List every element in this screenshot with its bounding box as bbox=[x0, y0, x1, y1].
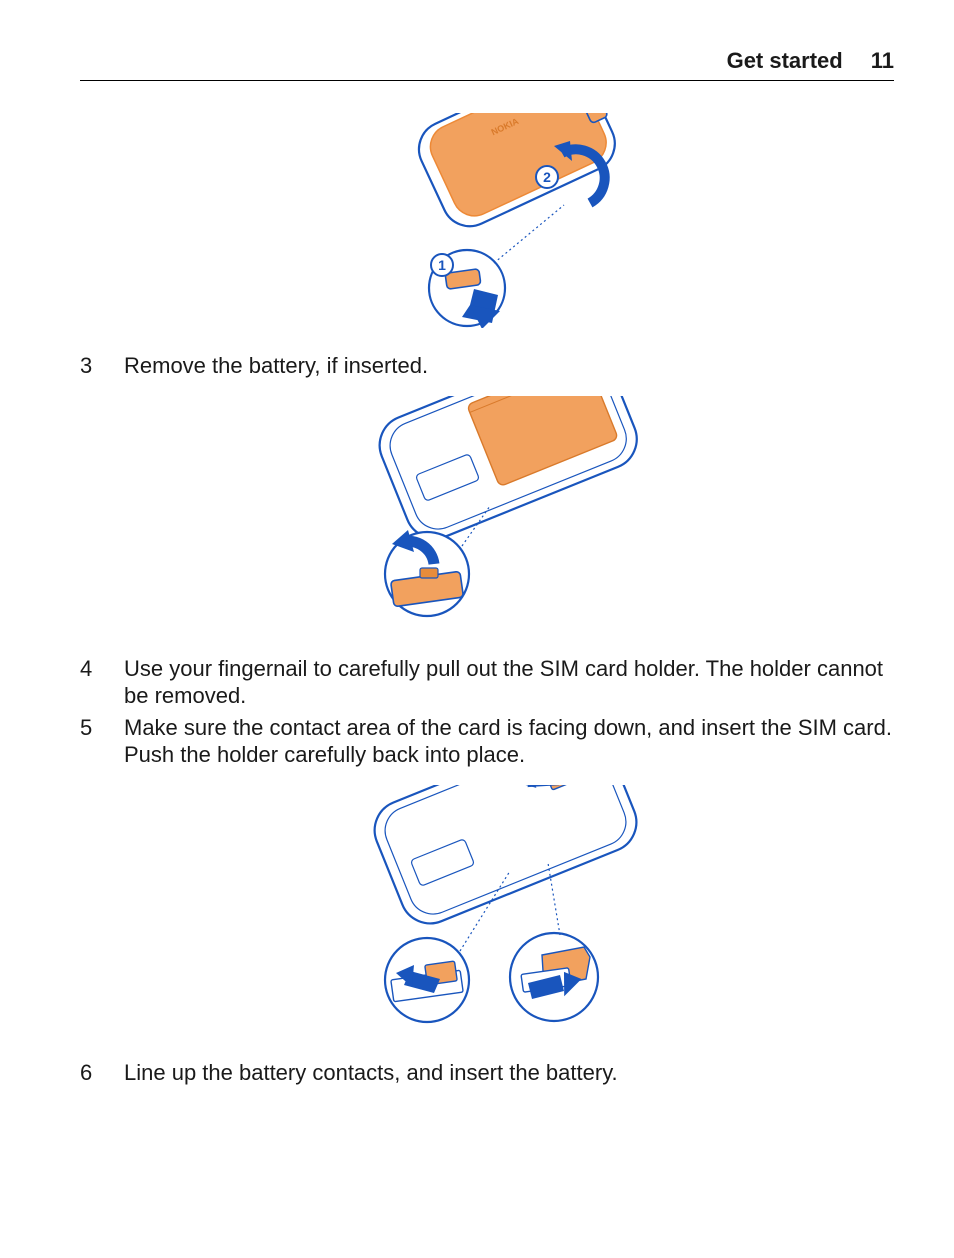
instruction-list: 3 Remove the battery, if inserted. bbox=[80, 352, 894, 380]
header-section-title: Get started bbox=[727, 48, 843, 74]
step-text: Line up the battery contacts, and insert… bbox=[124, 1059, 894, 1087]
header-page-number: 11 bbox=[871, 48, 894, 74]
phone-diagram-icon bbox=[322, 396, 652, 631]
step-3: 3 Remove the battery, if inserted. bbox=[80, 352, 894, 380]
callout-1: 1 bbox=[438, 257, 446, 273]
step-6: 6 Line up the battery contacts, and inse… bbox=[80, 1059, 894, 1087]
step-number: 6 bbox=[80, 1059, 100, 1087]
callout-2: 2 bbox=[543, 169, 551, 185]
step-number: 4 bbox=[80, 655, 100, 710]
page-header: Get started 11 bbox=[80, 48, 894, 81]
step-text: Use your fingernail to carefully pull ou… bbox=[124, 655, 894, 710]
figure-cover-removal: NOKIA 2 1 bbox=[80, 113, 894, 328]
step-text: Make sure the contact area of the card i… bbox=[124, 714, 894, 769]
step-number: 5 bbox=[80, 714, 100, 769]
instruction-list: 6 Line up the battery contacts, and inse… bbox=[80, 1059, 894, 1087]
phone-diagram-icon: NOKIA 2 1 bbox=[342, 113, 632, 328]
step-5: 5 Make sure the contact area of the card… bbox=[80, 714, 894, 769]
step-text: Remove the battery, if inserted. bbox=[124, 352, 894, 380]
step-4: 4 Use your fingernail to carefully pull … bbox=[80, 655, 894, 710]
step-number: 3 bbox=[80, 352, 100, 380]
figure-sim-holder bbox=[80, 785, 894, 1035]
instruction-list: 4 Use your fingernail to carefully pull … bbox=[80, 655, 894, 769]
phone-diagram-icon bbox=[322, 785, 652, 1035]
figure-battery-removal bbox=[80, 396, 894, 631]
